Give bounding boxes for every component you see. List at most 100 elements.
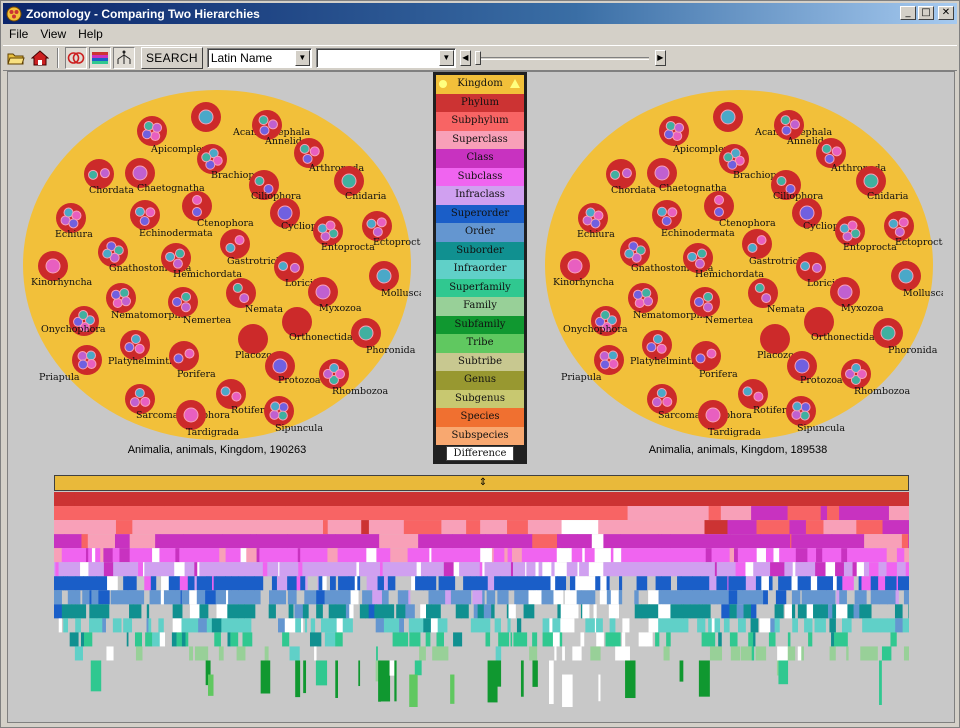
icicle-cell[interactable] xyxy=(287,590,293,605)
icicle-cell[interactable] xyxy=(403,520,442,535)
icicle-cell[interactable] xyxy=(548,660,554,705)
icicle-cell[interactable] xyxy=(303,660,307,694)
icicle-cell[interactable] xyxy=(191,506,221,521)
icicle-cell[interactable] xyxy=(751,646,755,661)
icicle-cell[interactable] xyxy=(807,590,817,605)
icicle-cell[interactable] xyxy=(74,492,86,507)
icicle-cell[interactable] xyxy=(459,562,468,577)
icicle-cell[interactable] xyxy=(606,590,612,605)
icicle-cell[interactable] xyxy=(216,576,226,591)
icicle-cell[interactable] xyxy=(803,590,808,605)
icicle-cell[interactable] xyxy=(838,548,842,563)
icicle-cell[interactable] xyxy=(335,632,343,647)
icicle-cell[interactable] xyxy=(222,534,251,549)
icicle-cell[interactable] xyxy=(67,576,77,591)
icicle-cell[interactable] xyxy=(797,548,808,563)
icicle-cell[interactable] xyxy=(712,646,723,661)
icicle-cell[interactable] xyxy=(392,632,396,647)
icicle-cell[interactable] xyxy=(399,618,404,633)
icicle-cell[interactable] xyxy=(835,562,845,577)
icicle-cell[interactable] xyxy=(654,562,661,577)
icicle-cell[interactable] xyxy=(550,576,556,591)
phylum-node-priapula[interactable]: Priapula xyxy=(561,345,624,383)
icicle-cell[interactable] xyxy=(597,576,601,591)
icicle-cell[interactable] xyxy=(634,590,639,605)
icicle-cell[interactable] xyxy=(625,660,636,699)
icicle-cell[interactable] xyxy=(815,562,827,577)
icicle-cell[interactable] xyxy=(114,534,129,549)
icicle-cell[interactable] xyxy=(791,576,799,591)
icicle-cell[interactable] xyxy=(113,562,123,577)
phylum-node-mollusca[interactable]: Mollusca xyxy=(369,261,421,299)
icicle-cell[interactable] xyxy=(204,562,206,577)
slider-thumb[interactable] xyxy=(474,51,481,65)
icicle-cell[interactable] xyxy=(548,562,552,577)
icicle-cell[interactable] xyxy=(419,646,426,661)
icicle-cell[interactable] xyxy=(189,520,195,535)
icicle-cell[interactable] xyxy=(231,576,239,591)
icicle-cell[interactable] xyxy=(423,618,432,633)
icicle-cell[interactable] xyxy=(262,562,268,577)
icicle-cell[interactable] xyxy=(774,618,780,633)
icicle-cell[interactable] xyxy=(380,562,384,577)
icicle-cell[interactable] xyxy=(636,576,648,591)
icicle-cell[interactable] xyxy=(532,632,538,647)
icicle-cell[interactable] xyxy=(67,590,73,605)
icicle-cell[interactable] xyxy=(510,632,513,647)
icicle-cell[interactable] xyxy=(390,562,402,577)
icicle-cell[interactable] xyxy=(844,632,848,647)
icicle-cell[interactable] xyxy=(324,562,332,577)
icicle-cell[interactable] xyxy=(841,618,852,633)
icicle-cell[interactable] xyxy=(777,646,789,661)
icicle-cell[interactable] xyxy=(368,604,375,619)
icicle-cell[interactable] xyxy=(238,576,246,591)
icicle-cell[interactable] xyxy=(327,520,330,535)
icicle-cell[interactable] xyxy=(55,576,64,591)
icicle-cell[interactable] xyxy=(517,506,531,521)
icicle-cell[interactable] xyxy=(714,562,718,577)
icicle-cell[interactable] xyxy=(552,562,556,577)
icicle-cell[interactable] xyxy=(161,562,167,577)
phylum-node-arthropoda[interactable]: Arthropoda xyxy=(816,138,886,174)
phylum-node-nematomorpha[interactable]: Nematomorpha xyxy=(106,283,187,321)
icicle-cell[interactable] xyxy=(219,548,227,563)
icicle-cell[interactable] xyxy=(324,590,335,605)
icicle-cell[interactable] xyxy=(856,520,884,535)
icicle-cell[interactable] xyxy=(897,576,909,591)
icicle-cell[interactable] xyxy=(684,590,695,605)
icicle-cell[interactable] xyxy=(349,576,352,591)
icicle-cell[interactable] xyxy=(170,590,180,605)
icicle-cell[interactable] xyxy=(670,562,673,577)
icicle-cell[interactable] xyxy=(320,618,330,633)
icicle-cell[interactable] xyxy=(476,506,487,521)
icicle-cell[interactable] xyxy=(484,534,499,549)
icicle-cell[interactable] xyxy=(483,604,492,619)
icicle-cell[interactable] xyxy=(267,562,270,577)
icicle-cell[interactable] xyxy=(100,548,104,563)
icicle-cell[interactable] xyxy=(135,562,139,577)
icicle-cell[interactable] xyxy=(606,576,610,591)
icicle-cell[interactable] xyxy=(123,506,147,521)
icicle-cell[interactable] xyxy=(471,548,481,563)
icicle-cell[interactable] xyxy=(806,562,813,577)
icicle-cell[interactable] xyxy=(801,590,805,605)
icicle-cell[interactable] xyxy=(521,632,528,647)
icicle-cell[interactable] xyxy=(169,548,172,563)
icicle-cell[interactable] xyxy=(593,604,597,619)
icicle-cell[interactable] xyxy=(709,562,716,577)
phylum-node-ctenophora[interactable]: Ctenophora xyxy=(704,191,776,229)
icicle-cell[interactable] xyxy=(670,534,707,549)
icicle-cell[interactable] xyxy=(214,632,221,647)
icicle-cell[interactable] xyxy=(675,590,686,605)
icicle-cell[interactable] xyxy=(349,618,353,633)
icicle-cell[interactable] xyxy=(658,548,667,563)
icicle-cell[interactable] xyxy=(422,576,429,591)
icicle-cell[interactable] xyxy=(841,548,848,563)
icicle-cell[interactable] xyxy=(708,632,716,647)
icicle-cell[interactable] xyxy=(138,562,144,577)
icicle-cell[interactable] xyxy=(508,604,516,619)
icicle-cell[interactable] xyxy=(599,548,610,563)
icicle-cell[interactable] xyxy=(560,604,567,619)
phylum-node-echiura[interactable]: Echiura xyxy=(577,203,615,240)
icicle-cell[interactable] xyxy=(75,618,81,633)
